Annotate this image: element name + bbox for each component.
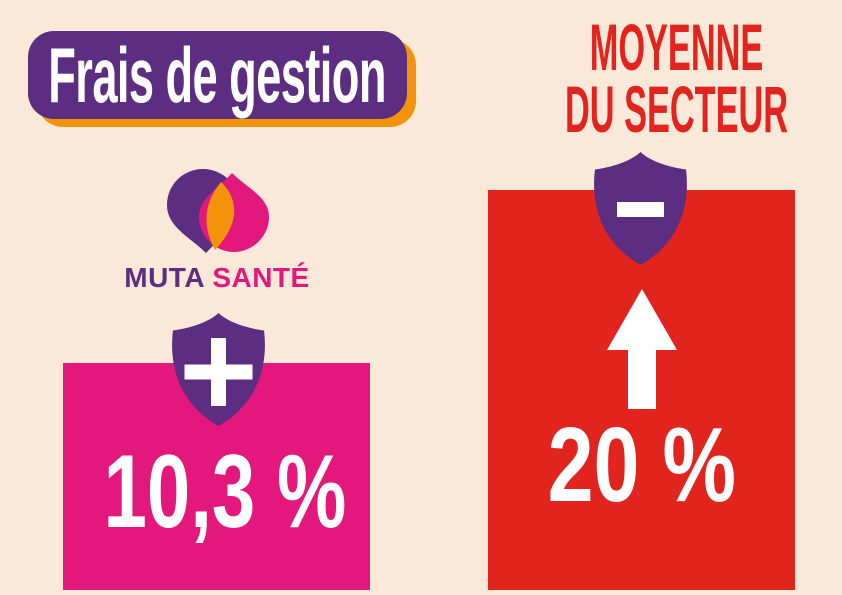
sector-title-line1: MOYENNE	[589, 10, 764, 84]
page-title: Frais de gestion	[48, 31, 387, 119]
muta-sante-value-text: 10,3 %	[103, 434, 347, 550]
sector-title-text: MOYENNE DU SECTEUR	[564, 10, 789, 146]
shield-plus-icon	[172, 313, 265, 426]
up-arrow-icon	[607, 289, 677, 409]
sector-title: MOYENNE DU SECTEUR	[462, 10, 810, 146]
title-badge: Frais de gestion	[28, 31, 407, 119]
muta-sante-value: 10,3 %	[63, 440, 370, 544]
sector-average-value: 20 %	[488, 412, 795, 518]
muta-sante-logo-icon	[167, 169, 269, 253]
brand-name-sante: SANTÉ	[212, 262, 310, 293]
brand-name-muta: MUTA	[124, 262, 205, 293]
shield-minus-icon	[594, 152, 687, 265]
brand-name: MUTA SANTÉ	[107, 262, 327, 294]
sector-average-value-text: 20 %	[547, 406, 736, 524]
sector-title-line2: DU SECTEUR	[564, 72, 789, 146]
